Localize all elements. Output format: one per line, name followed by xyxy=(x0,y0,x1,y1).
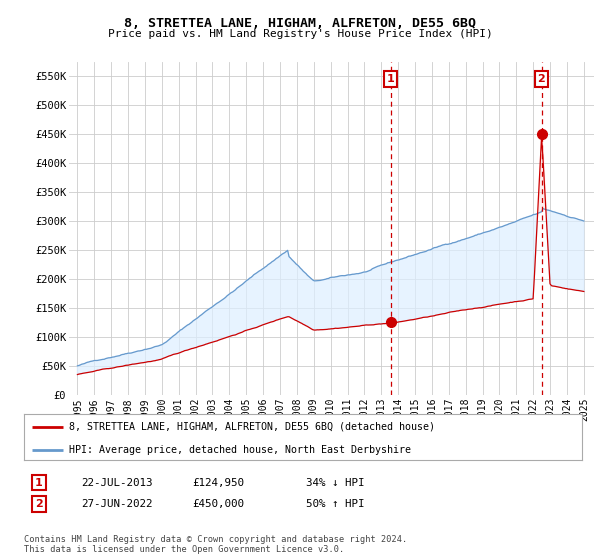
Text: 27-JUN-2022: 27-JUN-2022 xyxy=(81,499,152,509)
Text: 1: 1 xyxy=(35,478,43,488)
Text: 22-JUL-2013: 22-JUL-2013 xyxy=(81,478,152,488)
Text: £450,000: £450,000 xyxy=(192,499,244,509)
Text: £124,950: £124,950 xyxy=(192,478,244,488)
Text: 1: 1 xyxy=(387,74,394,84)
Text: 2: 2 xyxy=(35,499,43,509)
Text: 8, STRETTEA LANE, HIGHAM, ALFRETON, DE55 6BQ (detached house): 8, STRETTEA LANE, HIGHAM, ALFRETON, DE55… xyxy=(68,422,434,432)
Text: 34% ↓ HPI: 34% ↓ HPI xyxy=(306,478,365,488)
Text: 2: 2 xyxy=(538,74,545,84)
Text: 50% ↑ HPI: 50% ↑ HPI xyxy=(306,499,365,509)
Text: HPI: Average price, detached house, North East Derbyshire: HPI: Average price, detached house, Nort… xyxy=(68,445,410,455)
Text: Price paid vs. HM Land Registry's House Price Index (HPI): Price paid vs. HM Land Registry's House … xyxy=(107,29,493,39)
Text: 8, STRETTEA LANE, HIGHAM, ALFRETON, DE55 6BQ: 8, STRETTEA LANE, HIGHAM, ALFRETON, DE55… xyxy=(124,17,476,30)
Text: Contains HM Land Registry data © Crown copyright and database right 2024.
This d: Contains HM Land Registry data © Crown c… xyxy=(24,535,407,554)
